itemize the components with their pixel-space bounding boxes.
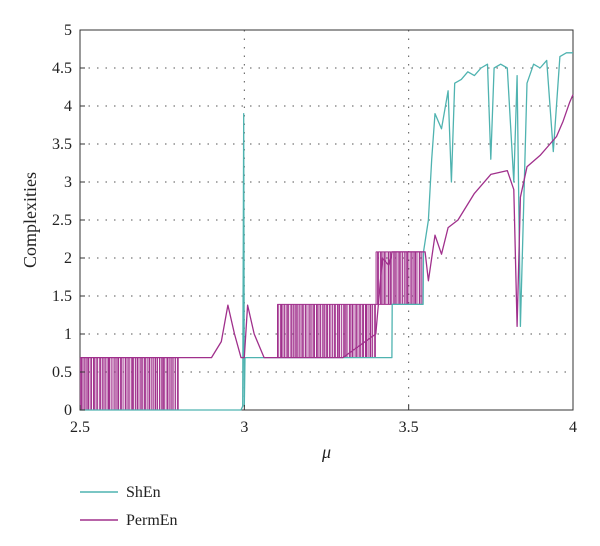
x-tick-label: 3 [240, 419, 248, 436]
y-tick-label: 3.5 [52, 136, 72, 153]
series-line-permen [80, 94, 574, 359]
series-lines [80, 52, 574, 411]
y-tick-label: 2 [64, 250, 72, 267]
y-tick-label: 5 [64, 22, 72, 39]
x-tick-label: 2.5 [70, 419, 90, 436]
y-tick-label: 1 [64, 326, 72, 343]
y-tick-label: 4.5 [52, 60, 72, 77]
oscillation-band-permen [277, 303, 376, 359]
x-tick-label: 3.5 [399, 419, 419, 436]
y-tick-label: 3 [64, 174, 72, 191]
y-tick-label: 0 [64, 402, 72, 419]
x-axis-label: μ [321, 442, 331, 462]
legend-label-permen: PermEn [126, 512, 178, 529]
y-tick-label: 4 [64, 98, 72, 115]
y-tick-label: 0.5 [52, 364, 72, 381]
legend-label-shen: ShEn [126, 484, 161, 501]
y-tick-label: 2.5 [52, 212, 72, 229]
oscillation-bands [79, 251, 423, 411]
x-tick-label: 4 [569, 419, 577, 436]
y-axis-label: Complexities [20, 172, 40, 268]
series-line-shen [80, 52, 573, 411]
axis-ticks: 0 0.5 1 1.5 2 2.5 3 3.5 4 4.5 5 2.5 3 3.5 4 [52, 22, 577, 436]
oscillation-band-permen [79, 357, 179, 411]
legend: ShEn PermEn [80, 484, 178, 529]
oscillation-band-permen [375, 251, 423, 305]
y-tick-label: 1.5 [52, 288, 72, 305]
